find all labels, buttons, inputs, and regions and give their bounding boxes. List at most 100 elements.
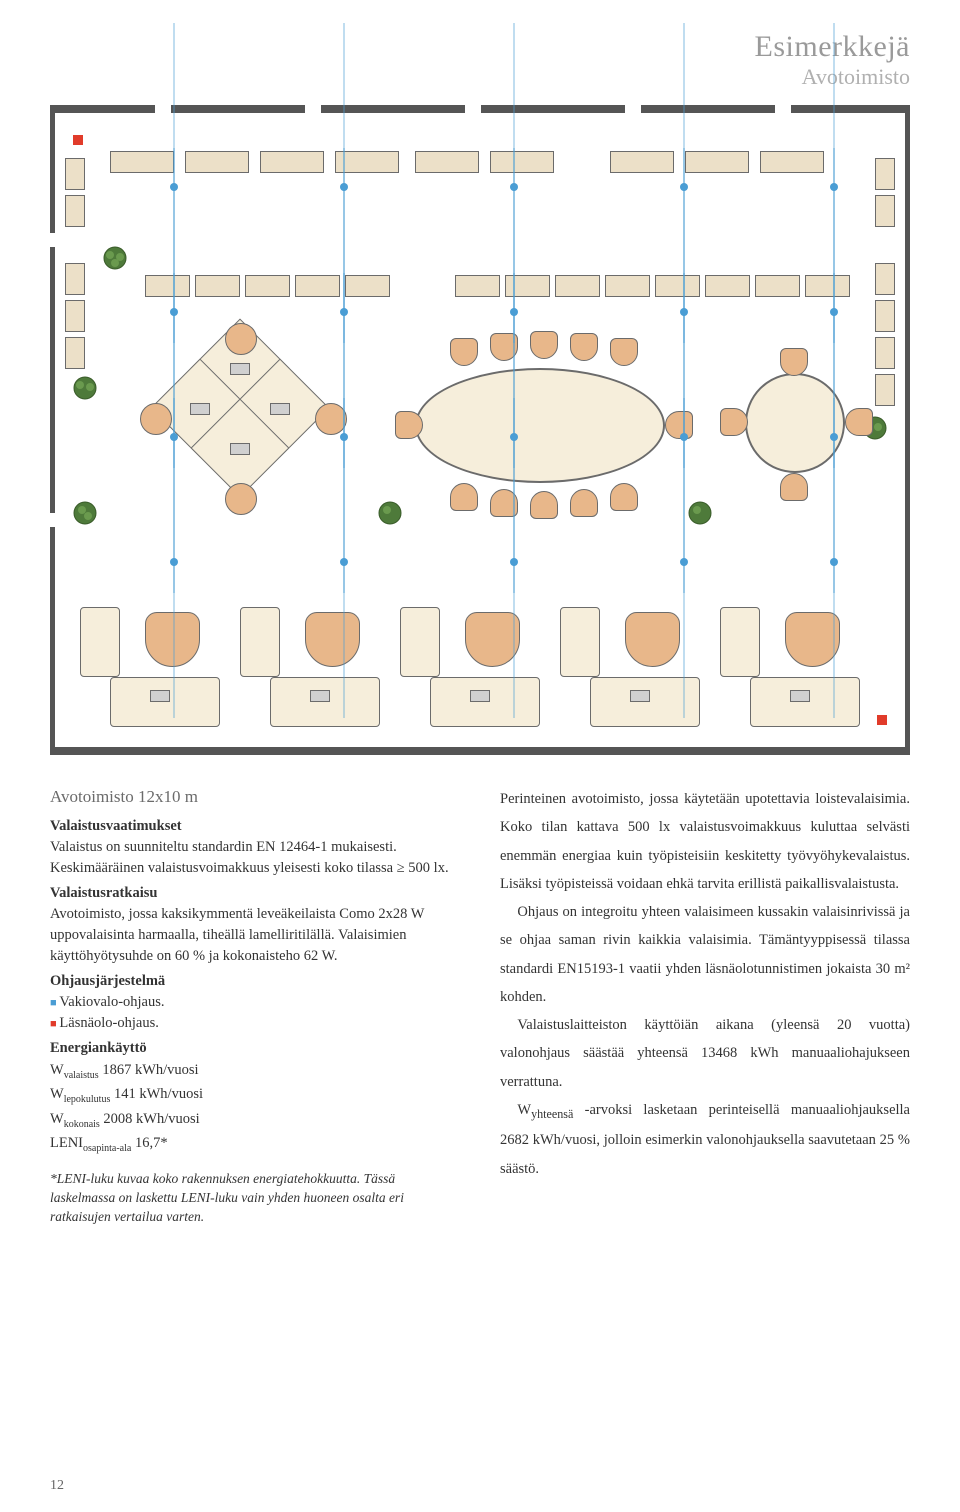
shelf: [260, 151, 324, 173]
header-title: Esimerkkejä: [50, 30, 910, 64]
chair: [845, 408, 873, 436]
control-red-bullet: Läsnäolo-ohjaus.: [50, 1013, 460, 1034]
shelf: [65, 337, 85, 369]
leni-line: LENIosapinta-ala 16,7*: [50, 1133, 460, 1156]
office-chair: [465, 612, 520, 667]
shelf: [65, 195, 85, 227]
shelf: [685, 151, 749, 173]
door-gap: [50, 233, 55, 247]
lamp-icon: [830, 558, 838, 566]
control-heading: Ohjausjärjestelmä: [50, 971, 460, 992]
shelf: [610, 151, 674, 173]
door-gap: [50, 513, 55, 527]
lamp-icon: [510, 558, 518, 566]
control-blue-bullet: Vakiovalo-ohjaus.: [50, 992, 460, 1013]
floorplan-diagram: [50, 105, 910, 755]
chair: [530, 331, 558, 359]
chair: [570, 489, 598, 517]
plant-icon: [100, 243, 130, 273]
paragraph-2: Ohjaus on integroitu yhteen valaisimeen …: [500, 898, 910, 1011]
desk-cluster: [165, 333, 315, 483]
leni-footnote: *LENI-luku kuvaa koko rakennuksen energi…: [50, 1170, 460, 1227]
meeting-table-round: [745, 373, 845, 473]
sensor-marker: [73, 135, 83, 145]
lamp-icon: [170, 558, 178, 566]
paragraph-4: Wyhteensä -arvoksi lasketaan perinteisel…: [500, 1096, 910, 1183]
shelf: [875, 263, 895, 295]
plant-icon: [375, 498, 405, 528]
header-subtitle: Avotoimisto: [50, 64, 910, 90]
plant-icon: [70, 498, 100, 528]
workstation-side: [720, 607, 760, 677]
meeting-table-oval: [415, 368, 665, 483]
shelf: [185, 151, 249, 173]
shelf: [455, 275, 500, 297]
shelf: [65, 300, 85, 332]
shelf: [295, 275, 340, 297]
chair: [780, 348, 808, 376]
shelf: [875, 300, 895, 332]
energy-line-1: Wvalaistus 1867 kWh/vuosi: [50, 1060, 460, 1083]
shelf: [875, 158, 895, 190]
shelf: [805, 275, 850, 297]
shelf: [245, 275, 290, 297]
monitor-icon: [470, 690, 490, 702]
shelf: [875, 195, 895, 227]
shelf: [65, 263, 85, 295]
door-gap: [155, 105, 171, 113]
workstation-side: [80, 607, 120, 677]
shelf: [415, 151, 479, 173]
chair: [450, 483, 478, 511]
page-number: 12: [50, 1478, 64, 1494]
workstation-side: [560, 607, 600, 677]
monitor-icon: [630, 690, 650, 702]
sensor-marker: [877, 715, 887, 725]
shelf: [110, 151, 174, 173]
shelf: [145, 275, 190, 297]
paragraph-3: Valaistuslaitteiston käyttöiän aikana (y…: [500, 1011, 910, 1096]
left-column: Avotoimisto 12x10 m Valaistusvaatimukset…: [50, 785, 460, 1227]
shelf: [345, 275, 390, 297]
shelf: [65, 158, 85, 190]
workstation-desk: [110, 677, 220, 727]
requirements-text: Valaistus on suunniteltu standardin EN 1…: [50, 837, 460, 879]
chair: [395, 411, 423, 439]
chair: [665, 411, 693, 439]
plant-icon: [685, 498, 715, 528]
workstation-side: [400, 607, 440, 677]
chair: [610, 483, 638, 511]
solution-heading: Valaistusratkaisu: [50, 883, 460, 904]
plant-icon: [70, 373, 100, 403]
office-chair: [225, 483, 257, 515]
shelf: [505, 275, 550, 297]
right-column: Perinteinen avotoimisto, jossa käytetään…: [500, 785, 910, 1227]
shelf: [195, 275, 240, 297]
workstation-desk: [430, 677, 540, 727]
chair: [780, 473, 808, 501]
monitor-icon: [150, 690, 170, 702]
energy-heading: Energiankäyttö: [50, 1038, 460, 1059]
shelf: [655, 275, 700, 297]
shelf: [755, 275, 800, 297]
chair: [530, 491, 558, 519]
chair: [570, 333, 598, 361]
monitor-icon: [310, 690, 330, 702]
lamp-icon: [680, 558, 688, 566]
chair: [720, 408, 748, 436]
chair: [450, 338, 478, 366]
shelf: [875, 374, 895, 406]
workstation-desk: [750, 677, 860, 727]
requirements-heading: Valaistusvaatimukset: [50, 816, 460, 837]
lamp-icon: [340, 558, 348, 566]
shelf: [555, 275, 600, 297]
chair: [610, 338, 638, 366]
office-chair: [225, 323, 257, 355]
energy-line-2: Wlepokulutus 141 kWh/vuosi: [50, 1084, 460, 1107]
energy-line-3: Wkokonais 2008 kWh/vuosi: [50, 1109, 460, 1132]
workstation-side: [240, 607, 280, 677]
shelf: [760, 151, 824, 173]
workstation-desk: [270, 677, 380, 727]
section-title: Avotoimisto 12x10 m: [50, 785, 460, 810]
office-chair: [305, 612, 360, 667]
monitor-icon: [790, 690, 810, 702]
